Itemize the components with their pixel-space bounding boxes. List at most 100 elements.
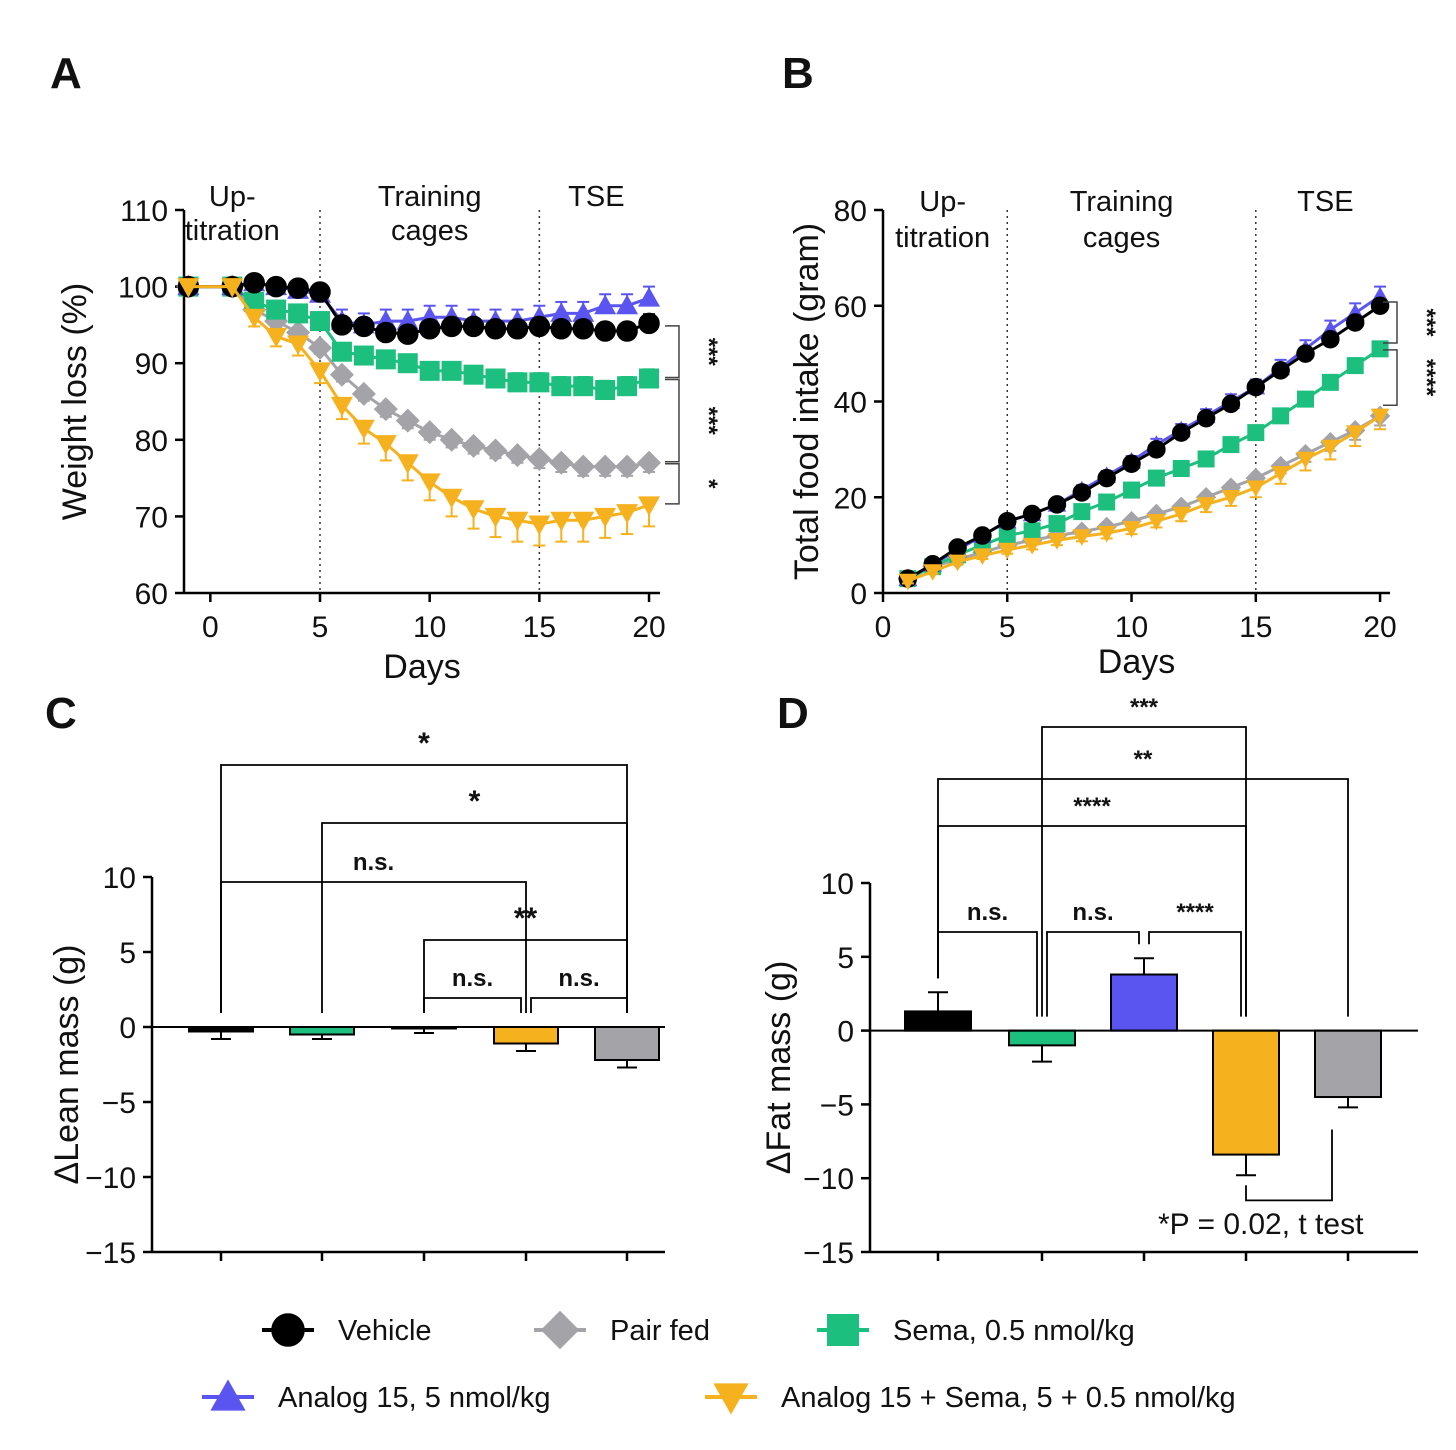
data-point <box>1047 533 1067 550</box>
data-point <box>1196 497 1216 514</box>
y-tick-label: 80 <box>135 425 168 458</box>
significance-bracket <box>1046 931 1140 1017</box>
data-point <box>462 500 485 520</box>
data-point <box>1221 394 1241 414</box>
data-point <box>439 427 464 452</box>
data-point <box>265 327 288 348</box>
x-tick-label: 15 <box>523 611 556 644</box>
significance-label: n.s. <box>1072 899 1113 926</box>
data-point <box>244 291 265 312</box>
legend-marker <box>713 1383 749 1415</box>
y-axis-label: ΔLean mass (g) <box>48 944 86 1184</box>
data-point <box>1197 450 1215 468</box>
panel-label: A <box>50 49 82 98</box>
x-axis-label: Days <box>1098 643 1175 681</box>
x-tick-label: 5 <box>999 611 1016 644</box>
y-tick-label: 80 <box>834 195 867 228</box>
data-point <box>1221 490 1241 507</box>
y-tick-label: 40 <box>834 387 867 420</box>
data-point <box>485 368 506 389</box>
y-tick-label: 70 <box>135 501 168 534</box>
bar <box>1110 973 1178 1032</box>
data-point <box>1321 330 1340 349</box>
significance-bracket <box>1383 349 1398 407</box>
data-point <box>973 526 992 545</box>
data-point <box>374 435 397 455</box>
data-point <box>309 362 331 382</box>
phase-label: titration <box>185 215 280 247</box>
phase-label: cages <box>1083 222 1160 254</box>
data-point <box>1345 425 1365 442</box>
data-point <box>638 496 661 516</box>
data-point <box>1247 424 1265 442</box>
significance-bracket <box>220 881 527 1013</box>
ttest-bracket <box>1245 1129 1333 1202</box>
data-point <box>331 341 352 362</box>
data-point <box>352 419 375 440</box>
data-point <box>265 275 287 298</box>
data-point <box>287 335 310 356</box>
data-point <box>1321 439 1340 457</box>
significance-bracket <box>665 463 680 505</box>
x-tick-label: 10 <box>413 611 446 644</box>
data-point <box>505 443 530 468</box>
panel-label: B <box>782 49 814 98</box>
data-point <box>1345 313 1365 332</box>
data-point <box>1271 466 1290 483</box>
data-point <box>637 450 662 475</box>
significance-label: n.s. <box>452 965 493 992</box>
data-point <box>549 450 574 475</box>
series-pair_fed <box>897 405 1391 589</box>
legend-item-sema: Sema, 0.5 nmol/kg <box>817 1314 1135 1347</box>
data-point <box>1098 493 1116 511</box>
data-point <box>1272 407 1290 425</box>
data-point <box>573 376 594 397</box>
legend-item-analog15: Analog 15, 5 nmol/kg <box>202 1379 550 1414</box>
data-point <box>550 317 573 340</box>
significance-label: * <box>695 479 722 489</box>
data-point <box>615 454 640 479</box>
data-point <box>638 312 660 335</box>
significance-bracket <box>937 825 1247 1017</box>
data-point <box>1097 525 1117 543</box>
phase-label: Up- <box>209 181 256 213</box>
significance-bracket <box>937 931 1038 1017</box>
data-point <box>373 397 398 422</box>
bar <box>1008 1029 1076 1047</box>
significance-bracket <box>1383 301 1398 344</box>
legend-item-pair_fed: Pair fed <box>534 1310 710 1350</box>
data-point <box>616 504 639 524</box>
data-point <box>550 511 573 532</box>
legend-marker <box>827 1314 859 1346</box>
data-point <box>287 277 309 299</box>
significance-label: ** <box>514 902 538 935</box>
data-point <box>375 349 396 370</box>
data-point <box>484 507 507 528</box>
series-combo <box>177 278 661 547</box>
x-tick-label: 5 <box>312 611 329 644</box>
data-point <box>1271 361 1290 380</box>
legend: Vehicle Pair fed Sema, 0.5 nmol/kg Analog 1… <box>202 1310 1236 1415</box>
significance-label: **** <box>1413 359 1440 397</box>
data-point <box>506 511 529 532</box>
data-point <box>527 446 552 471</box>
y-tick-label: −5 <box>820 1089 854 1122</box>
bar <box>493 1026 559 1045</box>
data-point <box>1371 340 1389 358</box>
data-point <box>463 364 484 385</box>
data-point <box>948 538 967 557</box>
data-point <box>440 488 463 509</box>
data-point <box>396 310 419 330</box>
data-point <box>397 353 418 374</box>
data-point <box>998 527 1016 545</box>
data-point <box>353 315 375 338</box>
data-point <box>1246 480 1266 498</box>
x-tick-label: 20 <box>632 611 665 644</box>
data-point <box>329 362 354 387</box>
data-point <box>395 408 420 433</box>
data-point <box>998 511 1017 531</box>
panel-label: C <box>45 689 77 738</box>
series-vehicle <box>177 272 660 345</box>
data-point <box>572 317 594 340</box>
bar <box>1212 1029 1280 1156</box>
